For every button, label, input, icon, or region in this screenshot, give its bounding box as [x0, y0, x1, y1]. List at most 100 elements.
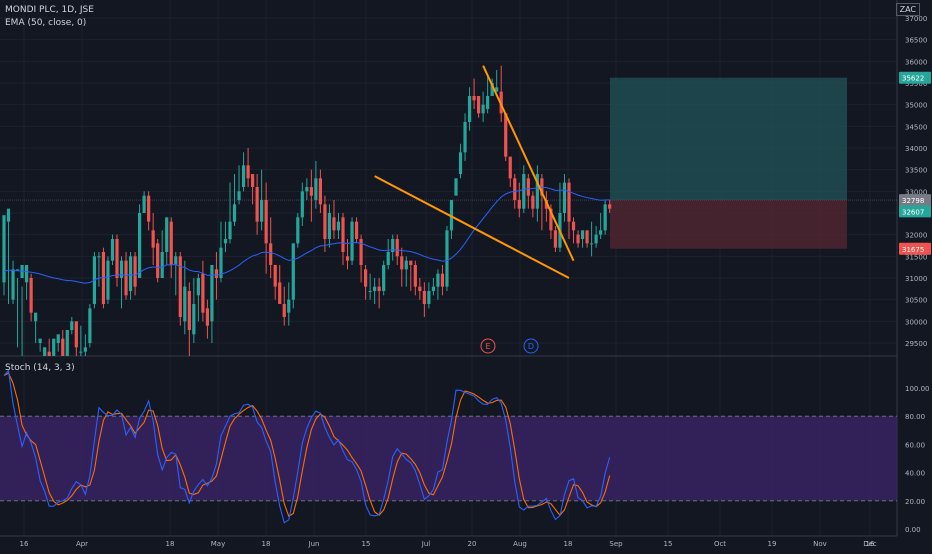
candle-body: [273, 265, 277, 287]
price-tick-label: 33500: [905, 167, 927, 175]
candle-body: [553, 230, 558, 248]
candle: [219, 221, 223, 283]
candle: [278, 265, 282, 304]
candle-body: [318, 178, 322, 205]
candle: [436, 269, 440, 300]
candle-body: [2, 215, 6, 283]
candle: [418, 278, 422, 300]
candle-body: [156, 243, 160, 278]
ema-line: [3, 186, 610, 284]
candle-body: [228, 221, 232, 239]
candle-body: [477, 96, 481, 114]
stoch-tick-label: 0.00: [905, 526, 921, 534]
candle-body: [110, 239, 115, 261]
candle-body: [345, 256, 350, 261]
candle-body: [481, 104, 485, 114]
candle: [169, 217, 173, 278]
candle: [165, 217, 169, 265]
price-tag-bg: [899, 71, 931, 84]
time-tick-label: Jul: [421, 540, 431, 548]
candle-body: [517, 200, 521, 209]
candle-body: [603, 204, 607, 231]
candle: [341, 213, 345, 265]
time-tick-label: Sep: [609, 540, 623, 548]
candle: [599, 213, 603, 239]
price-tick-label: 32000: [905, 232, 927, 240]
candle: [486, 74, 490, 114]
candle: [138, 204, 142, 278]
price-tick-label: 37000: [905, 15, 927, 23]
candle: [327, 204, 332, 248]
candle: [160, 230, 164, 278]
candle: [151, 213, 155, 265]
candle-body: [364, 269, 368, 287]
candle: [445, 226, 449, 291]
candle-body: [70, 321, 74, 330]
candle-body: [260, 200, 264, 222]
time-tick-label: 15: [362, 540, 371, 548]
candle: [386, 239, 390, 270]
candle-body: [350, 221, 354, 261]
candle-body: [332, 217, 336, 231]
candle-body: [409, 260, 413, 265]
symbol-title[interactable]: MONDI PLC, 1D, JSE: [5, 5, 94, 15]
candle: [345, 239, 350, 270]
candle: [422, 282, 426, 317]
marker-circle: [523, 338, 539, 354]
price-tag-bg: [899, 205, 931, 218]
time-tick-label: 15: [664, 540, 673, 548]
candle: [300, 182, 304, 226]
candle: [594, 226, 598, 248]
candle-body: [79, 351, 83, 353]
price-tick-label: 33000: [905, 188, 927, 196]
ema-indicator-label[interactable]: EMA (50, close, 0): [5, 18, 87, 28]
candle: [391, 234, 395, 261]
candle-body: [147, 195, 151, 222]
candle-body: [282, 304, 286, 317]
candle-body: [83, 347, 87, 352]
candle-body: [269, 243, 273, 265]
candle: [585, 230, 589, 248]
price-tag-label: 32798: [902, 197, 924, 205]
candle: [255, 174, 259, 235]
candle: [251, 174, 255, 205]
candle: [495, 70, 499, 92]
candle-body: [178, 256, 182, 317]
currency-badge[interactable]: ZAC: [895, 3, 920, 16]
time-tick-label: 19: [768, 540, 777, 548]
candle-body: [391, 239, 395, 252]
candle-body: [599, 230, 603, 235]
price-tag-label: 31675: [902, 246, 924, 254]
candle: [232, 174, 237, 226]
candle-body: [38, 338, 42, 343]
stoch-d-line: [3, 372, 611, 518]
candle: [43, 347, 47, 356]
event-marker-d[interactable]: D: [523, 338, 539, 354]
candle-body: [124, 260, 128, 296]
candle: [413, 260, 417, 296]
candle: [287, 282, 291, 326]
time-tick-label: 18: [166, 540, 175, 548]
price-tick-label: 36000: [905, 58, 927, 66]
candle: [608, 200, 612, 213]
candle: [440, 265, 445, 296]
price-tag-bg: [899, 242, 931, 255]
event-marker-e[interactable]: E: [480, 338, 496, 354]
marker-circle: [480, 338, 496, 354]
stoch-indicator-label[interactable]: Stoch (14, 3, 3): [5, 363, 75, 373]
candle: [517, 182, 521, 218]
candle: [178, 252, 182, 326]
candle: [354, 217, 359, 244]
candle: [472, 78, 476, 109]
candle: [553, 226, 558, 252]
candle: [336, 213, 341, 239]
wedge-trendlines: [374, 65, 575, 279]
candle: [115, 234, 119, 287]
time-tick-label: May: [211, 540, 225, 548]
price-tag-bg: [899, 194, 931, 207]
candle: [47, 338, 51, 356]
candle-body: [119, 260, 124, 278]
candle-body: [373, 286, 377, 291]
